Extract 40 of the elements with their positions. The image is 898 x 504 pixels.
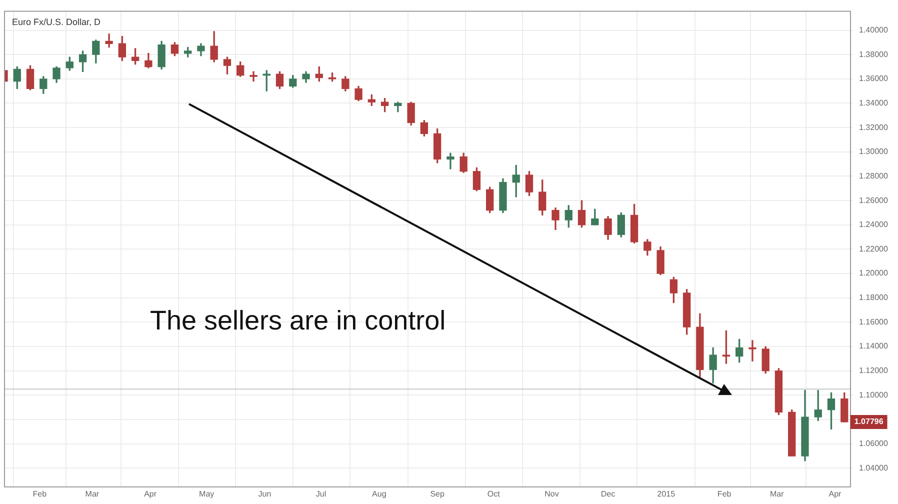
x-tick-label: Mar	[770, 489, 784, 498]
y-tick-label: 1.28000	[859, 171, 888, 180]
x-tick-label: Aug	[372, 489, 386, 498]
candlestick	[250, 71, 258, 82]
annotation: The sellers are in control	[150, 305, 446, 336]
x-tick-label: 2015	[657, 489, 676, 498]
annotation: 1.07796	[854, 417, 884, 426]
x-tick-label: Oct	[487, 489, 501, 498]
x-tick-label: Apr	[144, 489, 157, 498]
y-tick-label: 1.32000	[859, 122, 888, 132]
y-tick-label: 1.20000	[859, 268, 888, 278]
x-tick-label: Nov	[544, 489, 559, 498]
y-tick-label: 1.30000	[859, 147, 888, 156]
x-tick-label: May	[199, 489, 214, 498]
candlestick	[748, 340, 756, 362]
y-tick-label: 1.38000	[859, 50, 888, 59]
y-tick-label: 1.34000	[859, 98, 888, 108]
x-tick-label: Feb	[717, 489, 732, 498]
candlestick	[446, 152, 454, 170]
y-tick-label: 1.24000	[859, 220, 888, 230]
y-tick-label: 1.22000	[859, 244, 888, 254]
y-tick-label: 1.26000	[859, 196, 888, 205]
y-tick-label: 1.14000	[859, 342, 888, 351]
x-tick-label: Jul	[316, 489, 326, 498]
y-tick-label: 1.12000	[859, 366, 888, 376]
x-tick-label: Mar	[85, 489, 100, 498]
y-tick-label: 1.36000	[859, 74, 888, 84]
x-tick-label: Sep	[430, 489, 445, 498]
x-tick-label: Feb	[32, 489, 48, 498]
y-tick-label: 1.10000	[859, 390, 888, 400]
text: Euro Fx/U.S. Dollar, D	[12, 16, 102, 27]
y-tick-label: 1.04000	[859, 463, 888, 472]
candlestick	[105, 34, 113, 48]
y-tick-label: 1.16000	[859, 317, 888, 326]
x-tick-label: Apr	[828, 489, 842, 498]
y-tick-label: 1.06000	[859, 439, 888, 448]
x-tick-label: Dec	[600, 489, 616, 498]
y-tick-label: 1.40000	[859, 25, 888, 34]
x-tick-label: Jun	[258, 489, 272, 498]
y-tick-label: 1.18000	[859, 293, 888, 302]
